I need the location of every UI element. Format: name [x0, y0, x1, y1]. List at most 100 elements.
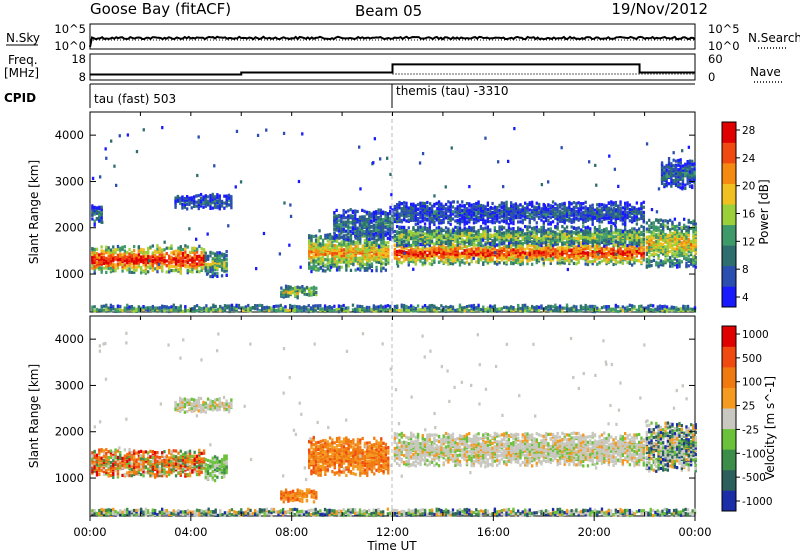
range-cell [108, 267, 110, 270]
range-cell [433, 242, 435, 245]
range-cell [457, 241, 459, 244]
range-cell [184, 197, 186, 200]
range-cell [603, 228, 605, 231]
range-cell [424, 236, 426, 239]
range-cell [519, 203, 521, 206]
range-cell [503, 205, 505, 208]
range-cell [487, 202, 489, 205]
range-cell [594, 216, 596, 219]
range-cell [510, 205, 512, 208]
range-cell [508, 251, 510, 254]
range-cell [498, 221, 500, 224]
range-cell [575, 216, 577, 219]
range-cell [357, 237, 359, 240]
range-cell [121, 246, 123, 249]
range-cell [503, 248, 505, 251]
range-cell [96, 252, 98, 255]
range-cell [468, 208, 470, 211]
noise-panel: N.Sky 10^5 10^0 10^5 10^0 N.Search [6, 22, 800, 53]
range-cell [633, 227, 635, 230]
range-cell [329, 269, 331, 272]
range-cell [96, 209, 98, 212]
range-cell [508, 226, 510, 229]
range-cell [362, 256, 364, 259]
range-cell [371, 262, 373, 265]
range-cell [338, 248, 340, 251]
noise-search-label: N.Search [748, 31, 800, 45]
range-cell [484, 229, 486, 232]
range-cell [436, 215, 438, 218]
range-cell [626, 204, 628, 207]
range-cell [529, 208, 531, 211]
range-cell [596, 234, 598, 237]
range-cell [585, 226, 587, 229]
range-cell [452, 259, 454, 262]
range-cell [112, 245, 114, 248]
range-cell [370, 230, 372, 233]
range-cell [216, 193, 218, 196]
range-cell [352, 247, 354, 250]
range-cell [571, 208, 573, 211]
range-cell [310, 270, 312, 273]
range-cell [436, 227, 438, 230]
range-cell [440, 219, 442, 222]
range-cell [180, 251, 182, 254]
range-cell [554, 248, 556, 251]
range-cell [387, 248, 389, 251]
beam-label: Beam 05 [355, 2, 422, 20]
range-cell [221, 200, 223, 203]
range-cell [531, 263, 533, 266]
range-cell [629, 247, 631, 250]
range-cell [415, 242, 417, 245]
range-cell [515, 230, 517, 233]
range-cell [531, 209, 533, 212]
range-cell [543, 226, 545, 229]
range-cell [512, 230, 514, 233]
range-cell [529, 248, 531, 251]
range-cell [480, 204, 482, 207]
range-cell [640, 246, 642, 249]
range-cell [156, 267, 158, 270]
range-cell [394, 251, 396, 254]
range-cell [219, 194, 221, 197]
range-cell [503, 202, 505, 205]
range-cell [173, 257, 175, 260]
range-cell [459, 245, 461, 248]
range-cell [101, 269, 103, 272]
range-cell [110, 248, 112, 251]
range-cell [571, 234, 573, 237]
range-cell [540, 248, 542, 251]
range-cell [633, 256, 635, 259]
date-label: 19/Nov/2012 [611, 0, 708, 18]
range-cell [445, 230, 447, 233]
range-cell [552, 230, 554, 233]
range-cell [154, 254, 156, 257]
range-cell [466, 228, 468, 231]
range-cell [398, 258, 400, 261]
range-cell [350, 208, 352, 211]
range-cell [327, 233, 329, 236]
range-cell [426, 247, 428, 250]
range-cell [209, 194, 211, 197]
range-cell [415, 223, 417, 226]
range-cell [438, 261, 440, 264]
range-cell [350, 248, 352, 251]
range-cell [205, 263, 207, 266]
range-cell [473, 234, 475, 237]
range-cell [403, 243, 405, 246]
range-cell [487, 225, 489, 228]
range-cell [585, 201, 587, 204]
range-cell [612, 231, 614, 234]
range-cell [533, 245, 535, 248]
range-cell [484, 205, 486, 208]
range-cell [582, 206, 584, 209]
range-cell [355, 259, 357, 262]
range-cell [526, 225, 528, 228]
range-cell [473, 203, 475, 206]
range-cell [643, 258, 645, 261]
range-cell [524, 252, 526, 255]
range-cell [182, 252, 184, 255]
range-cell [540, 241, 542, 244]
range-cell [373, 233, 375, 236]
range-cell [494, 233, 496, 236]
